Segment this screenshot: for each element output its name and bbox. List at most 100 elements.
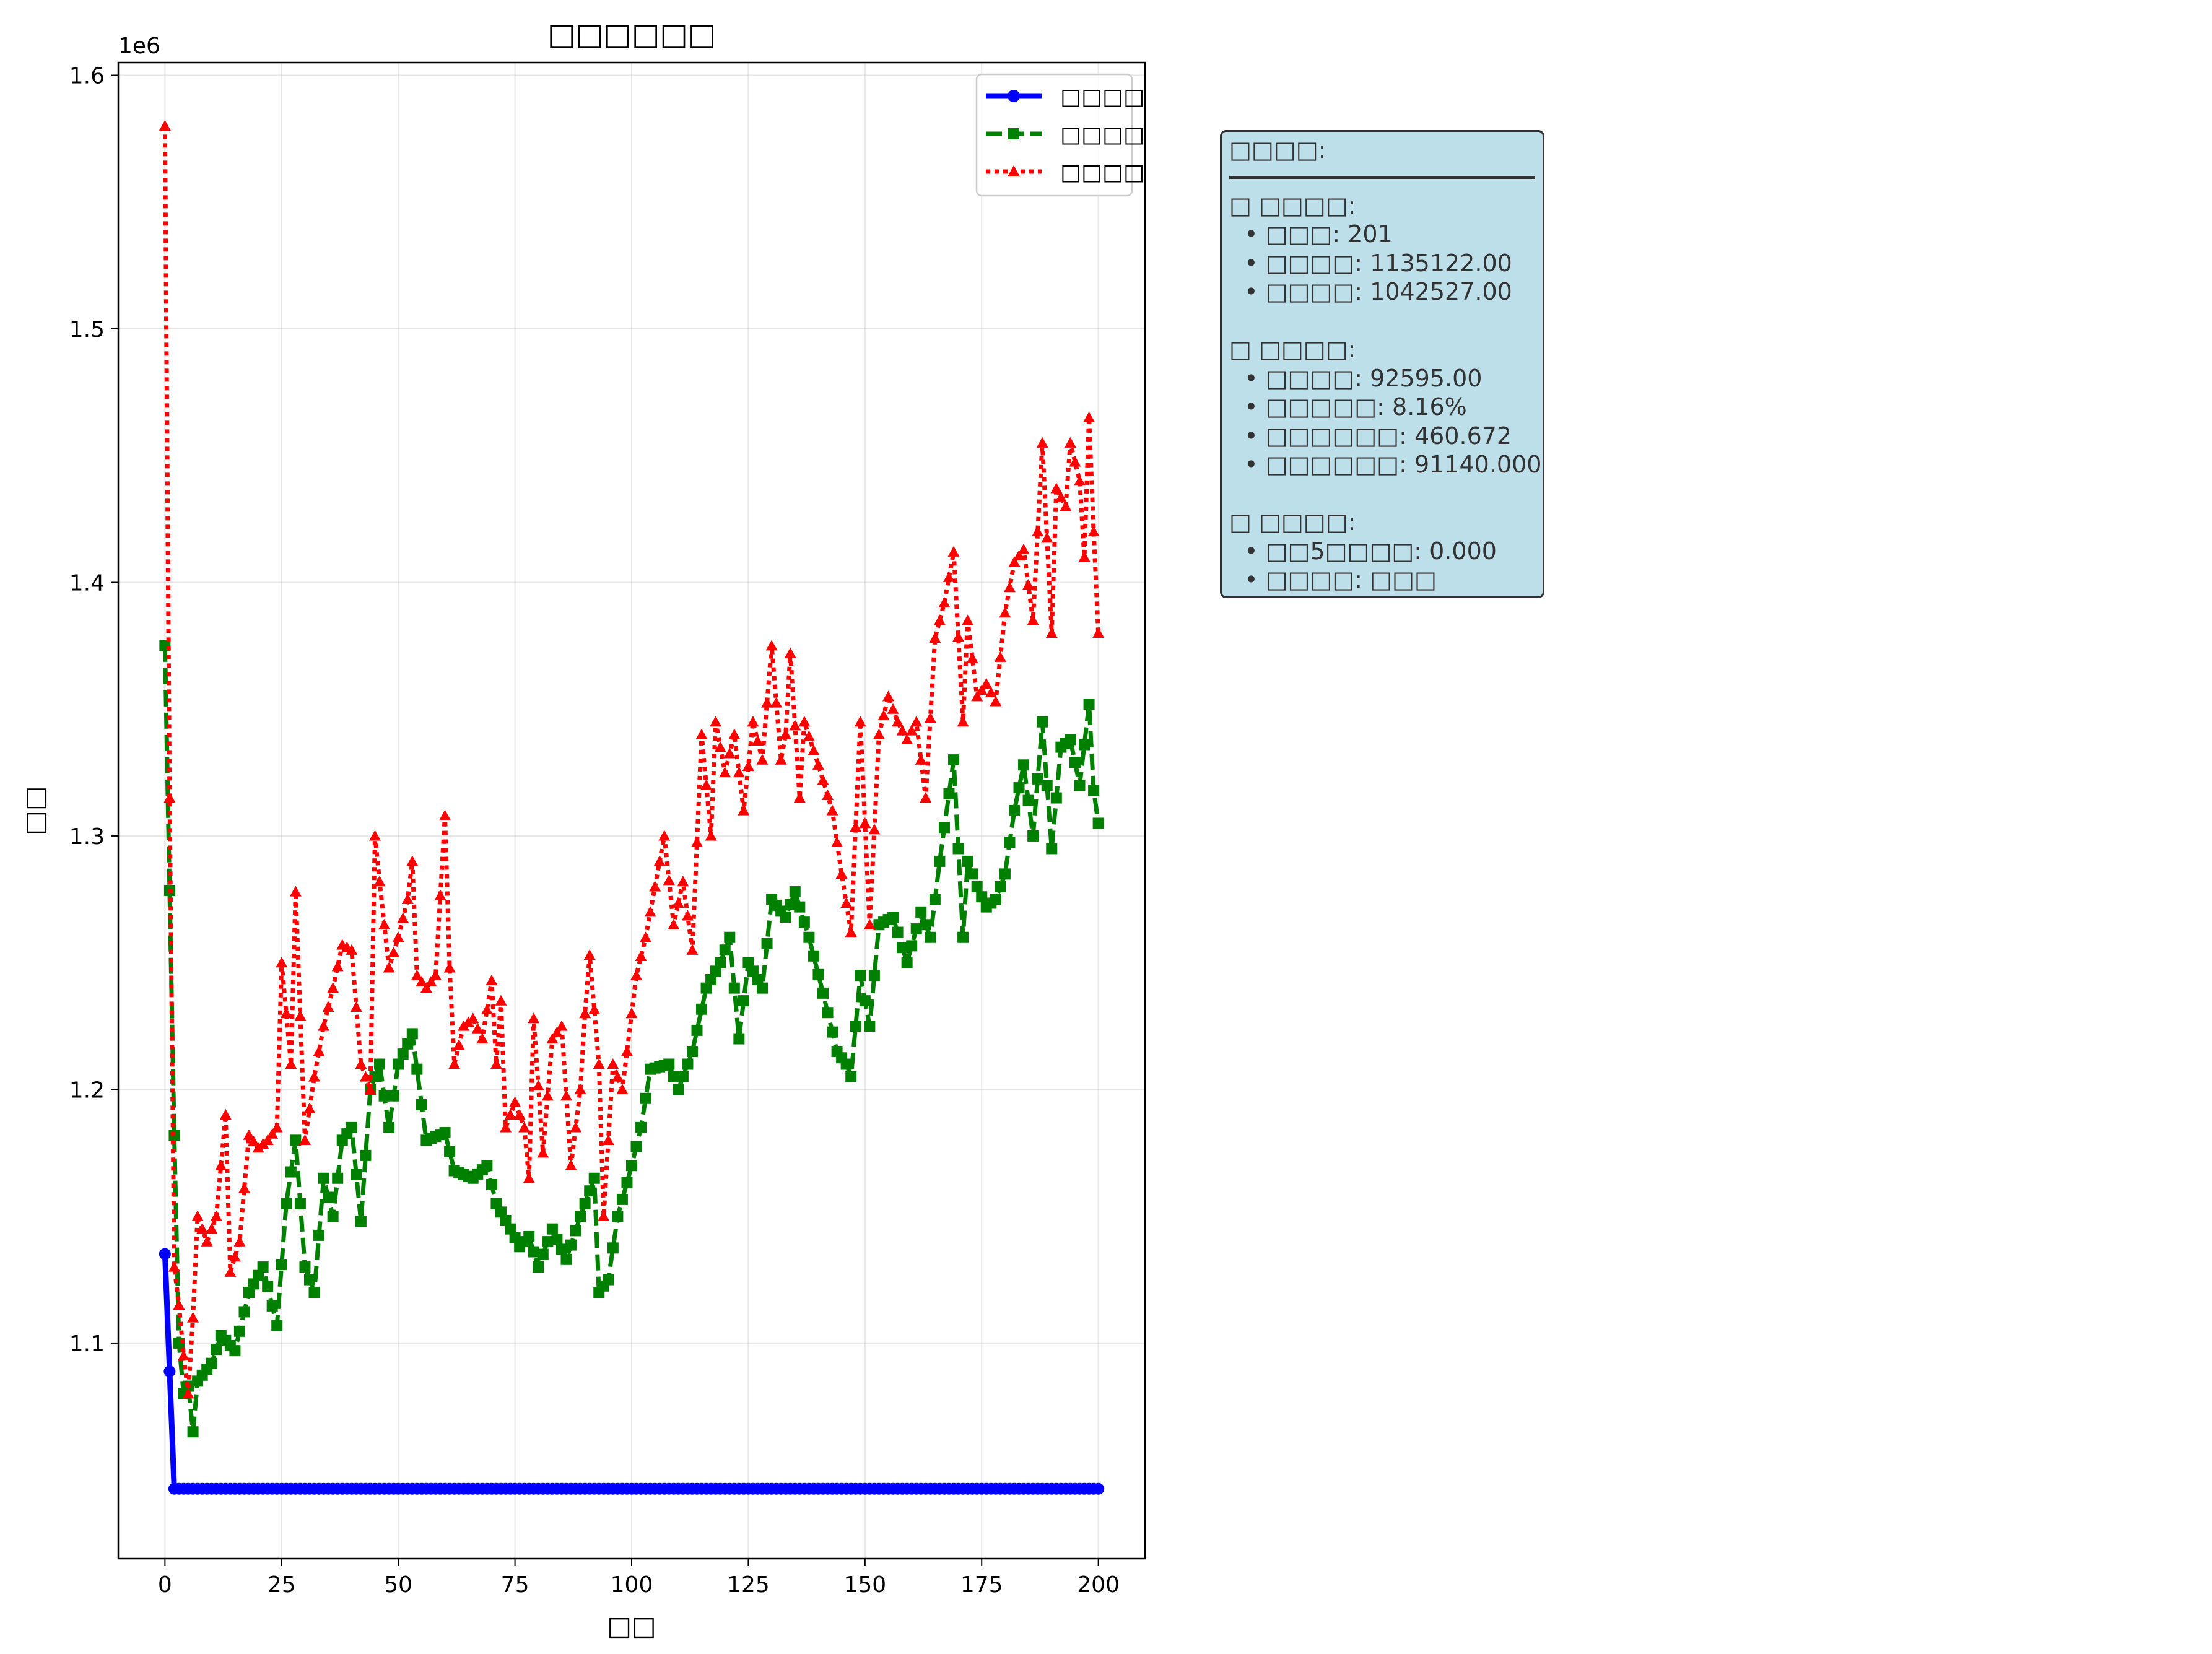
data-point: [817, 987, 829, 999]
data-point: [500, 1215, 512, 1227]
data-point: [845, 926, 857, 938]
data-point: [402, 1038, 414, 1050]
data-point: [542, 1236, 554, 1248]
data-point: [173, 1299, 185, 1310]
data-point: [388, 1090, 399, 1102]
data-point: [332, 1172, 344, 1184]
data-point: [868, 824, 881, 835]
data-point: [191, 1210, 204, 1221]
data-point: [1008, 556, 1021, 567]
data-point: [555, 1020, 568, 1031]
data-point: [159, 1248, 171, 1260]
data-point: [822, 1007, 834, 1019]
data-point: [943, 571, 955, 582]
data-point: [868, 970, 880, 982]
data-point: [528, 1012, 540, 1024]
data-point: [602, 1134, 614, 1145]
stats-line: • □□□□□□: 91140.000: [1229, 451, 1542, 478]
data-point: [738, 804, 750, 816]
data-point: [505, 1223, 516, 1235]
series-layer: [159, 120, 1105, 1495]
x-tick-label: 175: [960, 1572, 1003, 1598]
data-point: [434, 889, 446, 900]
data-point: [243, 1287, 255, 1299]
data-point: [298, 1134, 311, 1145]
data-point: [294, 1198, 306, 1209]
data-point: [584, 1185, 596, 1197]
data-point: [439, 809, 451, 820]
data-point: [710, 716, 722, 727]
data-point: [635, 1121, 647, 1133]
statistics-panel: □□□□: □ □□□□: • □□□: 201 • □□□□: 1135122…: [1220, 130, 1544, 598]
stats-line: • □□□□: 1042527.00: [1229, 278, 1512, 305]
data-point: [756, 754, 769, 765]
data-point: [1041, 780, 1053, 791]
data-point: [560, 1090, 572, 1101]
data-point: [877, 709, 890, 721]
data-point: [957, 716, 969, 727]
data-point: [682, 1058, 694, 1070]
data-point: [775, 754, 787, 765]
y-tick-label: 1.3: [69, 824, 105, 850]
data-point: [308, 1287, 320, 1299]
data-point: [938, 822, 950, 834]
data-point: [920, 792, 932, 803]
data-point: [444, 1146, 456, 1157]
data-point: [1004, 837, 1016, 848]
data-point: [206, 1357, 217, 1369]
data-point: [313, 1229, 325, 1241]
stats-line: • □□□□: 1135122.00: [1229, 249, 1512, 277]
data-point: [229, 1345, 241, 1357]
data-point: [938, 596, 951, 607]
y-tick-label: 1.4: [69, 570, 105, 596]
x-tick-label: 125: [727, 1572, 770, 1598]
data-point: [859, 817, 871, 829]
data-point: [873, 728, 885, 739]
data-point: [528, 1246, 539, 1258]
data-point: [784, 647, 796, 658]
data-point: [555, 1243, 567, 1255]
data-point: [280, 1008, 292, 1019]
data-point: [248, 1278, 259, 1290]
data-point: [551, 1234, 563, 1245]
data-point: [1045, 627, 1058, 638]
x-axis-label: □□: [607, 1611, 656, 1641]
data-point: [373, 876, 386, 887]
data-point: [686, 944, 699, 955]
data-point: [1008, 805, 1020, 816]
data-point: [751, 734, 764, 746]
data-point: [910, 716, 923, 727]
data-point: [383, 1121, 395, 1133]
data-point: [1083, 411, 1095, 422]
data-point: [934, 855, 946, 867]
data-point: [621, 1177, 633, 1188]
data-point: [915, 906, 927, 918]
data-point: [598, 1210, 610, 1221]
data-point: [966, 652, 978, 663]
data-point: [537, 1248, 549, 1260]
data-point: [603, 1274, 614, 1286]
data-point: [635, 950, 647, 962]
data-point: [289, 886, 302, 897]
data-point: [266, 1128, 279, 1139]
series-0: [159, 1248, 1105, 1495]
data-point: [411, 1063, 423, 1075]
data-point: [677, 1071, 689, 1082]
data-point: [607, 1242, 619, 1254]
data-point: [896, 725, 908, 736]
data-point: [995, 881, 1006, 892]
data-point: [163, 1365, 176, 1378]
data-point: [159, 120, 171, 131]
data-point: [1079, 739, 1091, 751]
data-point: [579, 1008, 591, 1019]
data-point: [943, 788, 955, 799]
data-point: [187, 1426, 199, 1438]
data-point: [854, 716, 866, 727]
data-point: [691, 836, 703, 847]
data-point: [840, 897, 853, 908]
data-point: [1050, 792, 1062, 804]
data-point: [224, 1266, 237, 1277]
data-point: [318, 1172, 329, 1184]
data-point: [803, 730, 815, 741]
data-point: [299, 1261, 311, 1273]
